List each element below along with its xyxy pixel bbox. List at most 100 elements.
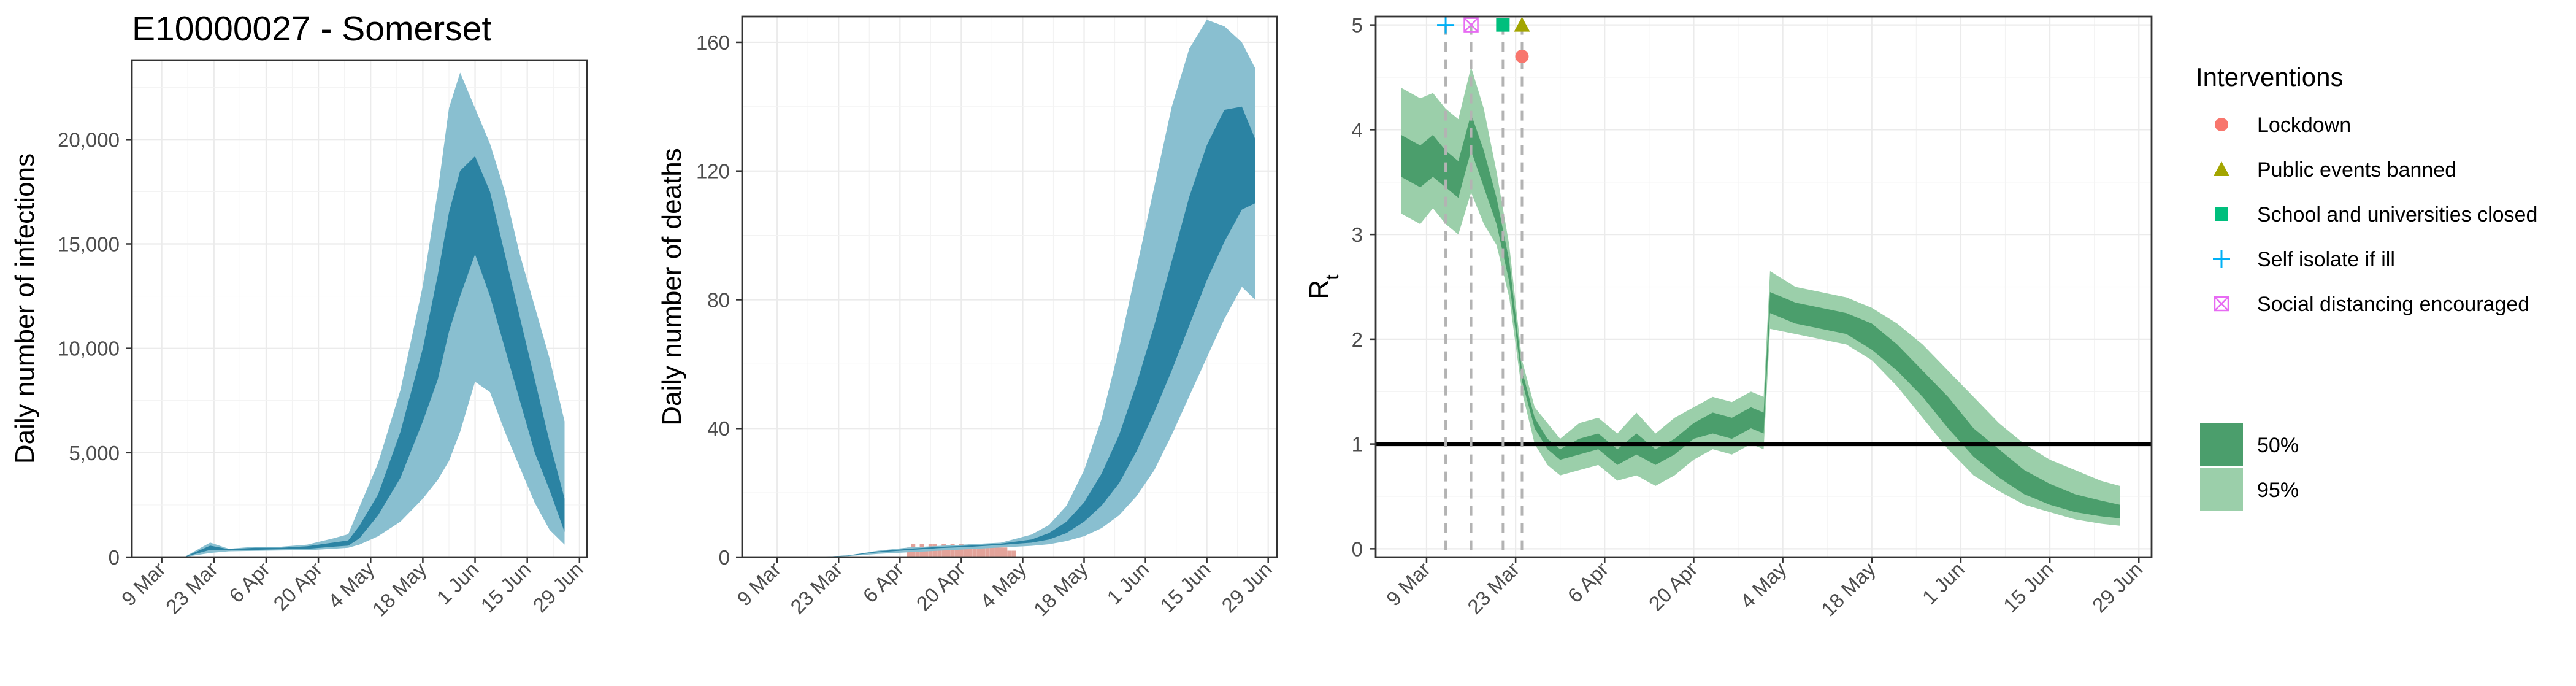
y-tick-label: 0 [109, 546, 120, 569]
observed-deaths-bar [907, 547, 911, 557]
legend-band-swatch [2200, 468, 2243, 511]
x-tick-label: 1 Jun [1102, 558, 1153, 609]
y-axis-title: Daily number of infections [10, 153, 40, 464]
observed-deaths-bar [964, 547, 968, 557]
y-tick-label: 20,000 [58, 128, 120, 151]
observed-deaths-bar [1007, 550, 1012, 557]
legend-key [2214, 296, 2229, 312]
x-tick-label: 20 Apr [1644, 558, 1702, 615]
legend-band-label: 50% [2257, 434, 2299, 457]
y-axis-title: Daily number of deaths [657, 148, 687, 425]
x-tick-label: 29 Jun [1217, 558, 1276, 617]
x-tick-label: 18 May [1029, 557, 1092, 620]
intervention-marker [1496, 18, 1510, 32]
x-tick-label: 6 Apr [859, 558, 908, 607]
observed-deaths-bar [968, 544, 973, 557]
intervention-marker [1514, 17, 1530, 32]
y-axis-title: Rt [1304, 274, 1343, 299]
x-tick-label: 29 Jun [2088, 558, 2147, 617]
legend-key [2214, 161, 2229, 176]
observed-deaths-bar [1003, 547, 1008, 557]
x-tick-label: 23 Mar [161, 558, 222, 619]
y-axis-title-subscript: t [1322, 274, 1343, 280]
band-50 [132, 156, 565, 557]
y-tick-label: 4 [1352, 118, 1363, 141]
x-tick-label: 9 Mar [732, 558, 785, 611]
observed-deaths-bar [950, 544, 955, 557]
legend-label: Lockdown [2257, 114, 2351, 137]
panel-border [741, 15, 1278, 558]
plot-area [132, 72, 565, 557]
observed-deaths-bar [941, 544, 946, 557]
intervention-marker [1437, 16, 1455, 34]
legend-label: Social distancing encouraged [2257, 293, 2529, 316]
x-tick-label: 1 Jun [1918, 558, 1969, 609]
observed-deaths-bar [985, 544, 990, 557]
legend: Interventions Lockdown Public events bann… [2196, 63, 2537, 511]
chart-title: E10000027 - Somerset [132, 9, 491, 48]
x-tick-label: 29 Jun [529, 558, 588, 617]
legend-bands: 50% 95% [2200, 423, 2299, 511]
legend-key [2215, 207, 2228, 221]
legend-label: Self isolate if ill [2257, 248, 2395, 271]
x-tick-label: 15 Jun [1999, 558, 2058, 617]
x-tick-label: 4 May [1736, 557, 1791, 612]
x-tick-label: 18 May [1817, 557, 1880, 620]
legend-title: Interventions [2196, 63, 2343, 91]
x-tick-label: 20 Apr [269, 558, 326, 615]
x-tick-label: 6 Apr [1563, 558, 1613, 607]
y-tick-label: 1 [1352, 433, 1363, 456]
band-50 [742, 106, 1255, 557]
observed-deaths-bar [959, 544, 964, 557]
observed-deaths-bar [946, 547, 951, 557]
rt-panel: 0 1 2 3 4 5 9 Mar 23 Mar 6 Apr 20 Apr 4 May 18 May 1… [1304, 14, 2153, 620]
observed-deaths-bar [954, 547, 959, 557]
observed-deaths-bar [999, 547, 1003, 557]
y-tick-label: 5,000 [69, 442, 120, 464]
x-tick-label: 6 Apr [224, 558, 274, 607]
y-tick-label: 120 [696, 160, 730, 183]
observed-deaths-bar [937, 547, 942, 557]
x-tick-label: 1 Jun [432, 558, 483, 609]
y-tick-label: 10,000 [58, 337, 120, 360]
y-tick-label: 0 [1352, 538, 1363, 560]
intervention-marker [1515, 49, 1529, 63]
y-tick-label: 80 [707, 288, 730, 311]
plot-area [742, 20, 1255, 557]
observed-deaths-bar [924, 547, 929, 557]
observed-deaths-bar [1011, 550, 1016, 557]
observed-deaths-bar [994, 544, 999, 557]
intervention-marker [1463, 17, 1479, 33]
observed-deaths-bar [915, 547, 920, 557]
legend-band-label: 95% [2257, 479, 2299, 502]
x-tick-label: 15 Jun [1156, 558, 1214, 617]
y-tick-label: 5 [1352, 14, 1363, 37]
legend-items: Lockdown Public events banned School and u… [2213, 114, 2537, 316]
legend-label: School and universities closed [2257, 203, 2537, 226]
observed-deaths-bar [989, 547, 994, 557]
plot-area [1376, 25, 2152, 557]
x-tick-label: 20 Apr [912, 558, 970, 615]
legend-band-swatch [2200, 423, 2243, 466]
y-tick-label: 0 [719, 546, 730, 569]
x-tick-label: 15 Jun [476, 558, 535, 617]
observed-deaths-bar [972, 547, 977, 557]
panel-border [131, 59, 588, 558]
observed-deaths-bar [981, 547, 986, 557]
y-tick-label: 160 [696, 31, 730, 54]
legend-label: Public events banned [2257, 158, 2456, 182]
x-tick-label: 23 Mar [786, 558, 846, 619]
legend-key [2215, 118, 2228, 131]
rt-band-50 [1401, 114, 2120, 518]
deaths-panel: 0 40 80 120 160 9 Mar 23 Mar 6 Apr 20 Apr 4 May18… [657, 15, 1278, 620]
x-tick-label: 23 Mar [1463, 558, 1524, 619]
observed-deaths-bar [976, 544, 981, 557]
x-tick-label: 4 May [976, 557, 1031, 612]
y-tick-label: 15,000 [58, 233, 120, 255]
y-tick-label: 3 [1352, 223, 1363, 246]
x-tick-label: 9 Mar [1382, 558, 1435, 611]
x-tick-label: 18 May [368, 557, 431, 620]
